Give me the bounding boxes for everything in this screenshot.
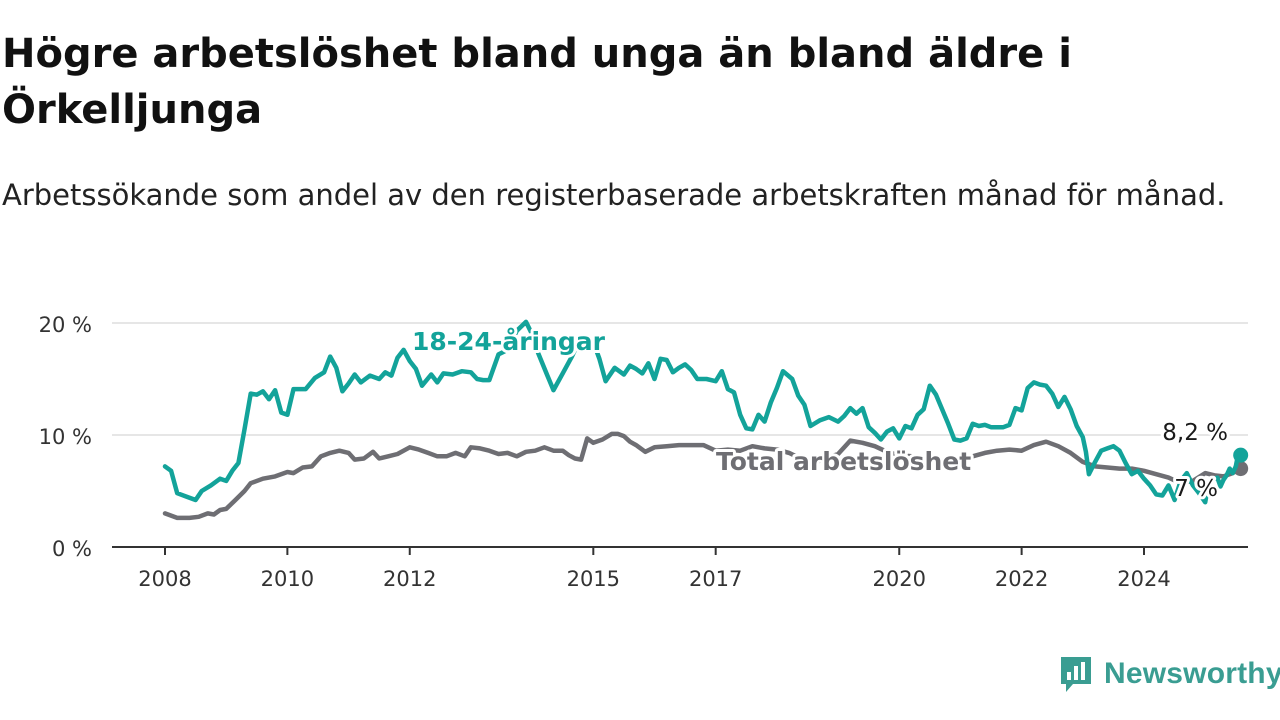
y-tick-label: 10 %	[39, 425, 92, 449]
newsworthy-logo: Newsworthy	[1058, 654, 1280, 694]
series-line-1	[162, 431, 1243, 521]
end-value-label-youth: 8,2 %	[1162, 420, 1228, 446]
x-tick-label: 2022	[995, 567, 1048, 591]
x-tick-label: 2024	[1117, 567, 1170, 591]
series-endpoint-0	[1233, 447, 1249, 463]
y-axis-ticks: 0 % 10 % 20 %	[39, 313, 92, 561]
y-tick-label: 0 %	[52, 537, 92, 561]
brand-name: Newsworthy	[1104, 657, 1280, 690]
chart-subtitle: Arbetssökande som andel av den registerb…	[2, 178, 1226, 212]
x-tick-label: 2012	[383, 567, 436, 591]
series-lines	[162, 319, 1249, 521]
series-labels: 18-24-åringar Total arbetslöshet 8,2 % 7 %	[409, 324, 1231, 505]
y-tick-label: 20 %	[39, 313, 92, 337]
end-value-label-total: 7 %	[1174, 476, 1218, 502]
series-name-label-total: Total arbetslöshet	[716, 447, 971, 476]
x-tick-label: 2017	[689, 567, 742, 591]
x-axis-ticks: 2008 2010 2012 2015 2017 2020 2022 2024	[138, 547, 1171, 591]
x-tick-label: 2015	[567, 567, 620, 591]
x-tick-label: 2020	[873, 567, 926, 591]
chart-title: Högre arbetslöshet bland unga än bland ä…	[2, 31, 1072, 133]
series-name-label-youth: 18-24-åringar	[412, 327, 606, 356]
x-tick-label: 2010	[261, 567, 314, 591]
series-line-0	[162, 319, 1243, 505]
x-tick-label: 2008	[138, 567, 191, 591]
newsworthy-logo-icon	[1061, 657, 1091, 692]
gridlines	[112, 322, 1248, 436]
